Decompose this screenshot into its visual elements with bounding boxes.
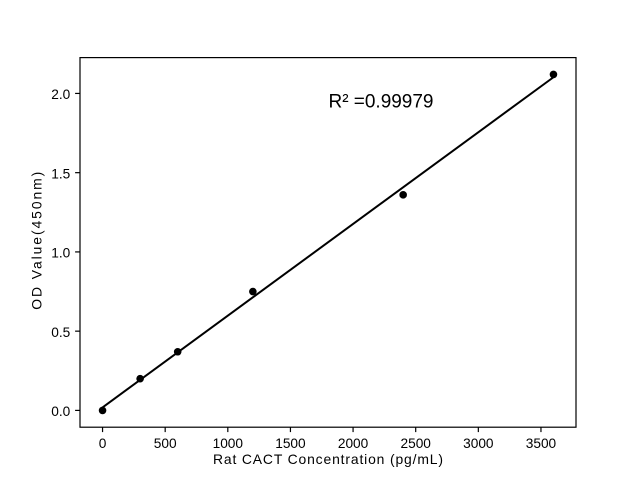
svg-text:OD Value(450nm): OD Value(450nm) bbox=[29, 172, 45, 310]
svg-text:1.0: 1.0 bbox=[51, 246, 70, 261]
svg-text:1.5: 1.5 bbox=[51, 166, 70, 181]
svg-text:0.5: 0.5 bbox=[51, 325, 70, 340]
svg-text:1500: 1500 bbox=[275, 436, 306, 451]
svg-text:Rat CACT Concentration (pg/mL): Rat CACT Concentration (pg/mL) bbox=[213, 451, 443, 467]
svg-text:2500: 2500 bbox=[400, 436, 431, 451]
svg-text:R² =0.99979: R² =0.99979 bbox=[329, 91, 434, 112]
svg-text:0: 0 bbox=[99, 436, 107, 451]
svg-text:2000: 2000 bbox=[338, 436, 369, 451]
svg-text:1000: 1000 bbox=[213, 436, 244, 451]
svg-text:2.0: 2.0 bbox=[51, 87, 70, 102]
svg-text:500: 500 bbox=[154, 436, 177, 451]
svg-text:3000: 3000 bbox=[463, 436, 494, 451]
svg-text:0.0: 0.0 bbox=[51, 404, 70, 419]
svg-text:3500: 3500 bbox=[526, 436, 557, 451]
